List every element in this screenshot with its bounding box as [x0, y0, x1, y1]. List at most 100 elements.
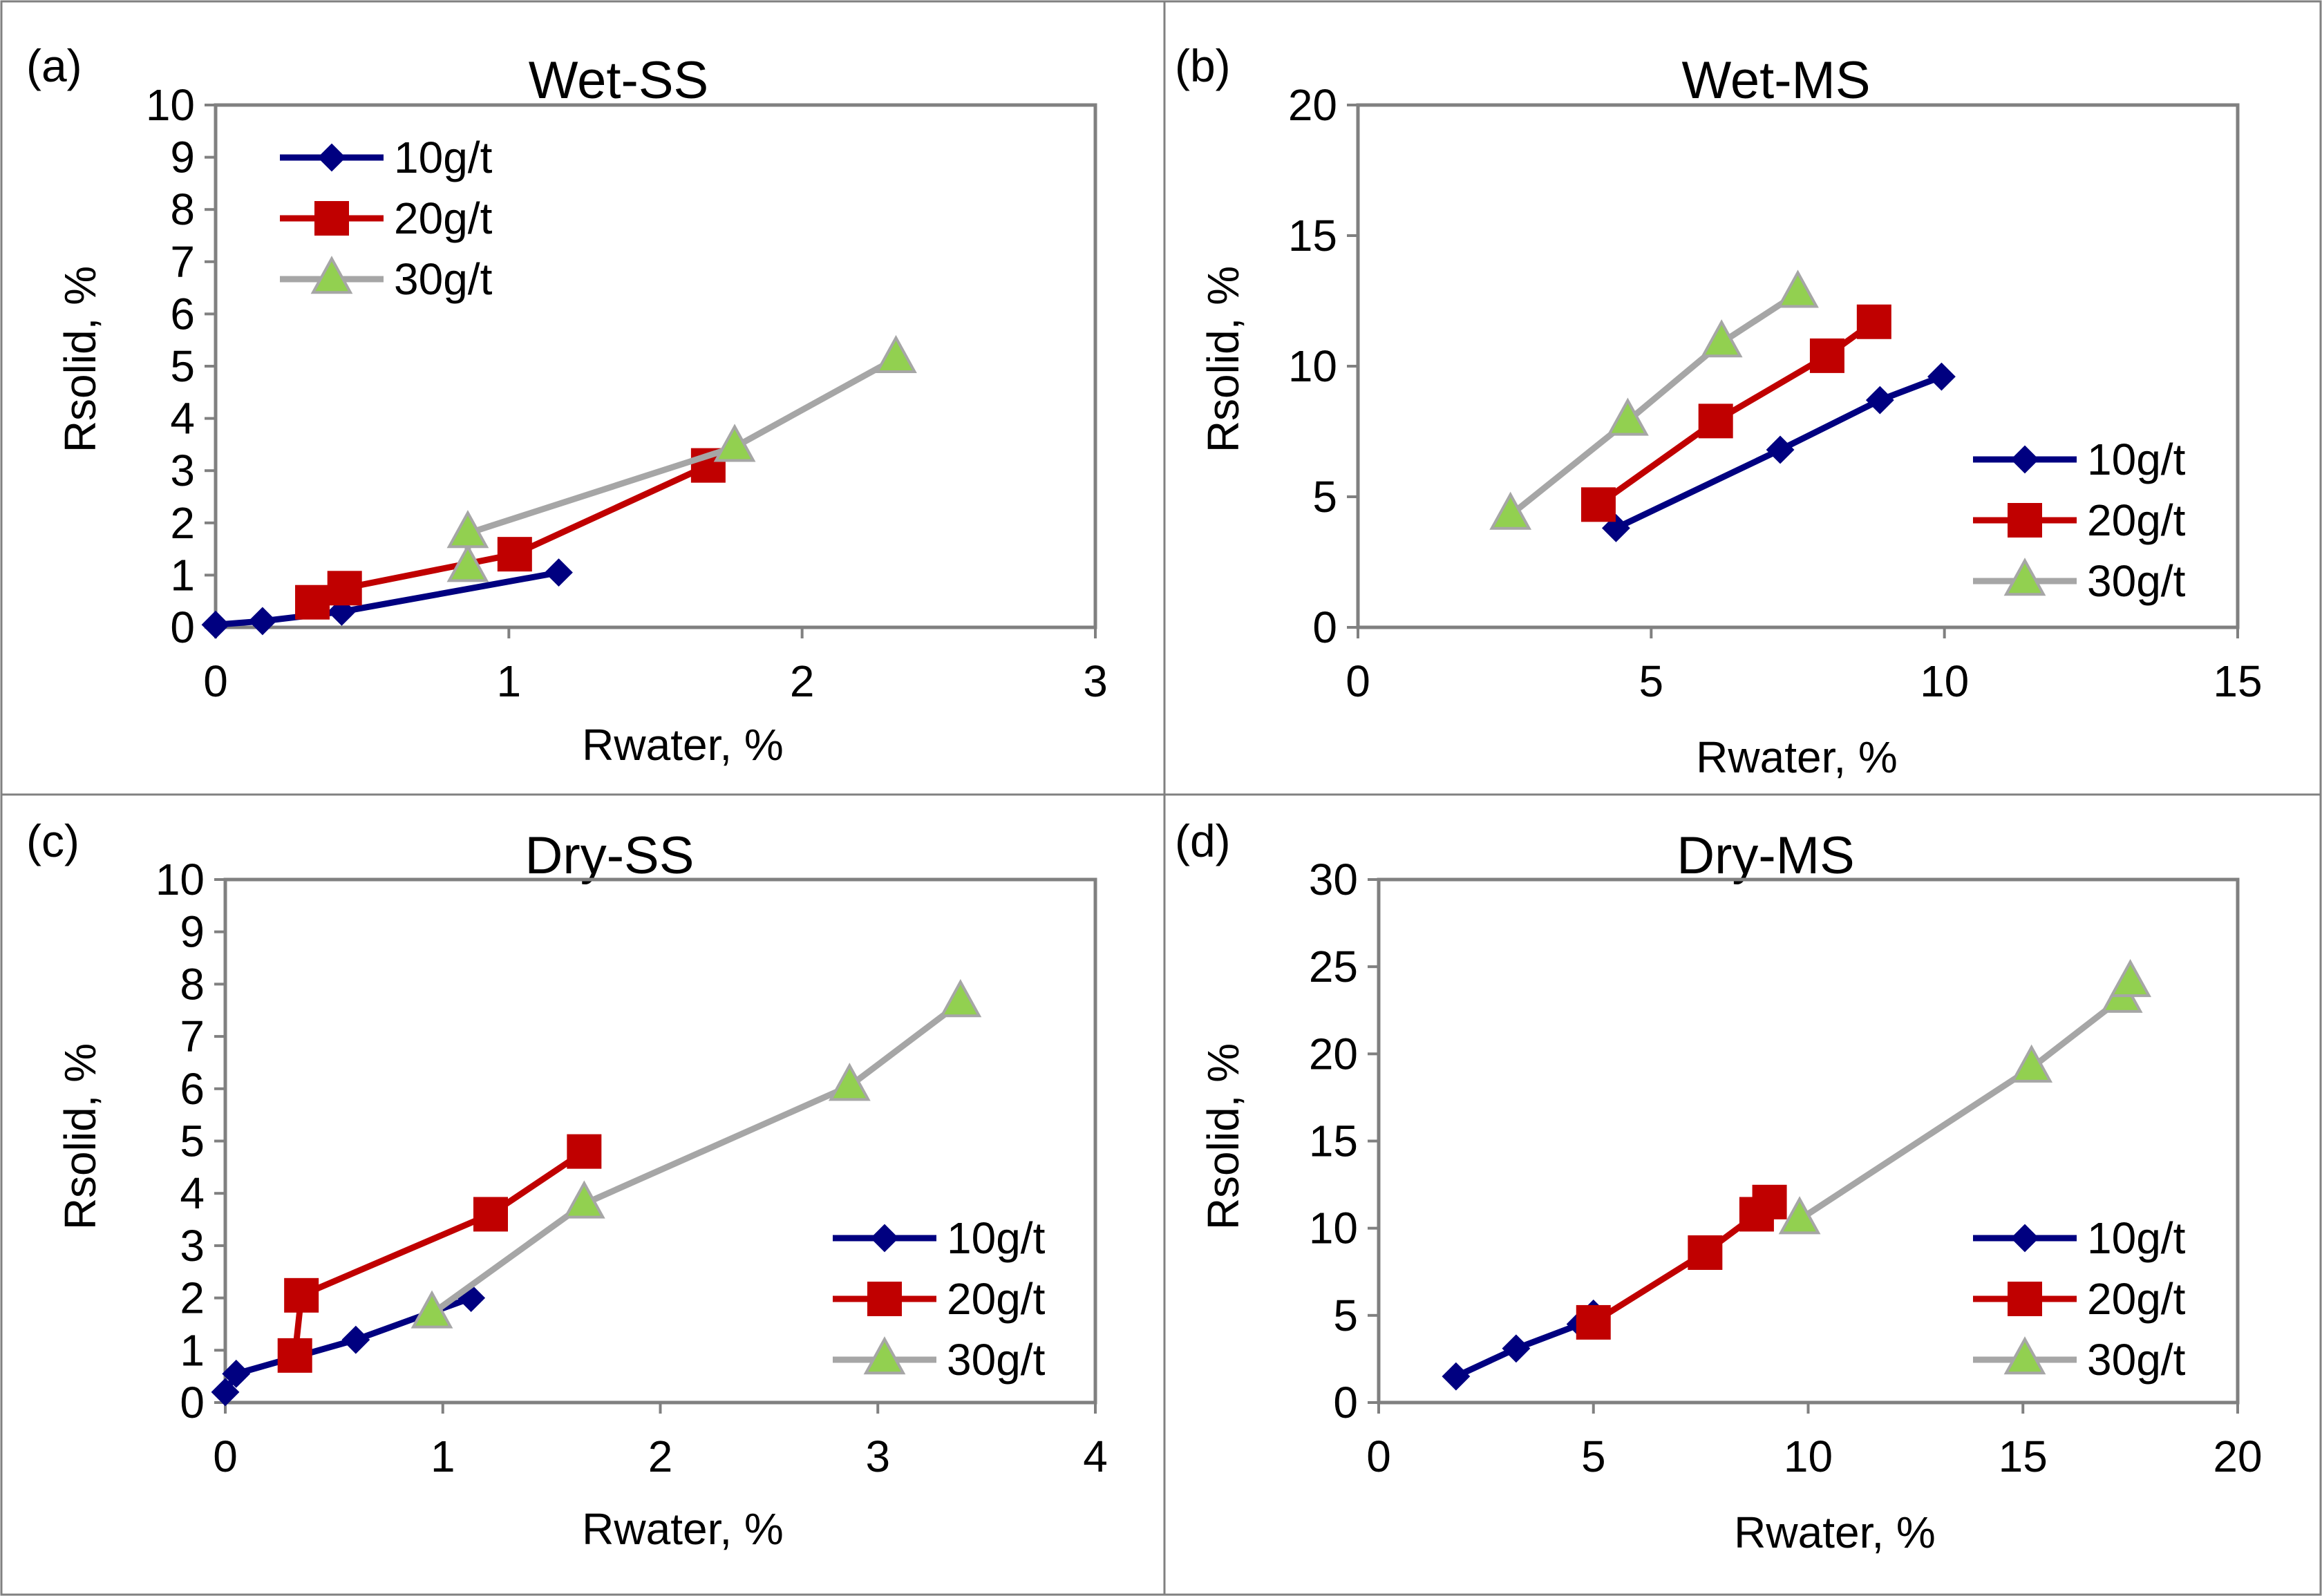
data-point-20g/t	[1576, 1304, 1611, 1340]
data-point-10g/t	[222, 1359, 251, 1388]
y-axis-label: Rsolid, %	[55, 1043, 105, 1230]
y-tick-label: 10	[155, 855, 205, 904]
data-point-20g/t	[327, 571, 362, 606]
x-tick-label: 20	[2213, 1432, 2262, 1481]
data-point-10g/t	[1865, 386, 1894, 415]
data-point-10g/t	[211, 1378, 240, 1407]
x-tick-label: 1	[497, 656, 522, 706]
x-tick-label: 2	[790, 656, 815, 706]
y-tick-label: 2	[170, 498, 195, 548]
x-axis-label: Rwater, %	[1696, 732, 1898, 782]
data-point-30g/t	[828, 1063, 871, 1101]
y-tick-label: 8	[180, 959, 205, 1009]
legend-swatch-marker	[2010, 1224, 2039, 1253]
y-axis-label: Rsolid, %	[1198, 1043, 1248, 1230]
data-point-30g/t	[410, 1290, 453, 1329]
x-tick-label: 3	[865, 1432, 890, 1481]
y-tick-label: 5	[1312, 472, 1337, 522]
legend-swatch-marker	[870, 1224, 899, 1253]
plot-area	[1377, 877, 2240, 1405]
plot-area	[214, 103, 1097, 629]
data-point-10g/t	[1766, 435, 1795, 464]
x-tick-label: 1	[431, 1432, 455, 1481]
data-point-30g/t	[1700, 319, 1743, 358]
y-tick-label: 20	[1309, 1029, 1358, 1079]
legend-label-10: 10g/t	[2087, 1213, 2186, 1263]
series-line-30g/t	[1507, 289, 1801, 518]
data-point-20g/t	[1752, 1184, 1787, 1219]
y-tick-label: 7	[170, 237, 195, 287]
y-tick-label: 4	[170, 394, 195, 444]
data-point-30g/t	[446, 510, 489, 549]
data-point-20g/t	[1698, 403, 1733, 439]
data-point-30g/t	[939, 979, 982, 1018]
y-tick-label: 15	[1288, 211, 1337, 260]
data-point-30g/t	[875, 334, 917, 373]
data-point-20g/t	[1856, 304, 1891, 339]
y-tick-label: 5	[170, 341, 195, 391]
x-tick-label: 0	[203, 656, 228, 706]
x-tick-label: 10	[1784, 1432, 1833, 1481]
y-tick-label: 8	[170, 184, 195, 234]
plot-area	[223, 877, 1097, 1405]
panel-b: (b) Wet-MS Rwater, % Rsolid, % 0 5 10 15 0 5…	[1175, 40, 2263, 782]
data-point-30g/t	[1778, 1196, 1821, 1235]
y-tick-label: 10	[146, 80, 195, 130]
legend-swatch-marker	[2008, 503, 2042, 538]
y-tick-label: 3	[180, 1221, 205, 1271]
legend-label-30: 30g/t	[394, 254, 493, 304]
x-tick-label: 4	[1083, 1432, 1108, 1481]
legend-label-10: 10g/t	[2087, 435, 2186, 484]
legend-label-30: 30g/t	[947, 1335, 1046, 1385]
data-point-30g/t	[446, 544, 489, 582]
y-tick-label: 7	[180, 1011, 205, 1061]
legend-swatch-marker	[314, 201, 349, 236]
series-line-30g/t	[428, 999, 964, 1317]
y-tick-label: 10	[1309, 1204, 1358, 1253]
y-tick-label: 25	[1309, 942, 1358, 991]
legend-label-20: 20g/t	[394, 193, 493, 243]
legend-swatch-marker	[2003, 558, 2046, 596]
y-tick-label: 5	[1333, 1291, 1358, 1340]
legend-label-20: 20g/t	[947, 1274, 1046, 1324]
data-point-10g/t	[545, 558, 573, 587]
x-axis-label: Rwater, %	[1734, 1508, 1936, 1557]
y-tick-label: 3	[170, 446, 195, 495]
x-tick-label: 15	[2213, 656, 2262, 706]
data-point-20g/t	[284, 1277, 319, 1313]
y-tick-label: 15	[1309, 1117, 1358, 1166]
x-tick-label: 3	[1083, 656, 1108, 706]
x-tick-label: 5	[1639, 656, 1664, 706]
y-tick-label: 2	[180, 1273, 205, 1323]
data-point-30g/t	[1489, 491, 1532, 530]
data-point-30g/t	[1607, 397, 1649, 436]
data-point-10g/t	[1442, 1362, 1471, 1391]
y-axis-label: Rsolid, %	[55, 266, 105, 453]
x-axis-label: Rwater, %	[582, 720, 784, 770]
y-tick-label: 1	[170, 550, 195, 600]
legend-swatch-marker	[2008, 1282, 2042, 1316]
y-tick-label: 1	[180, 1325, 205, 1375]
panel-label: (d)	[1175, 815, 1231, 866]
data-point-30g/t	[2010, 1044, 2053, 1083]
y-tick-label: 0	[180, 1378, 205, 1427]
legend-swatch-marker	[867, 1282, 902, 1316]
y-tick-label: 20	[1288, 80, 1337, 130]
y-tick-label: 0	[170, 602, 195, 652]
y-tick-label: 5	[180, 1117, 205, 1166]
y-tick-label: 30	[1309, 855, 1358, 904]
data-point-20g/t	[1809, 338, 1844, 373]
x-tick-label: 0	[1366, 1432, 1391, 1481]
legend-swatch-marker	[310, 256, 353, 294]
legend-label-30: 30g/t	[2087, 1335, 2186, 1385]
data-point-10g/t	[248, 607, 277, 636]
x-tick-label: 15	[1999, 1432, 2048, 1481]
series-line-10g/t	[1612, 373, 1945, 531]
panel-label: (a)	[26, 40, 82, 91]
x-axis-label: Rwater, %	[582, 1504, 784, 1554]
panel-d: (d) Dry-MS Rwater, % Rsolid, % 0 5 10 15 20 …	[1175, 815, 2263, 1557]
chart-title: Dry-SS	[525, 826, 695, 885]
